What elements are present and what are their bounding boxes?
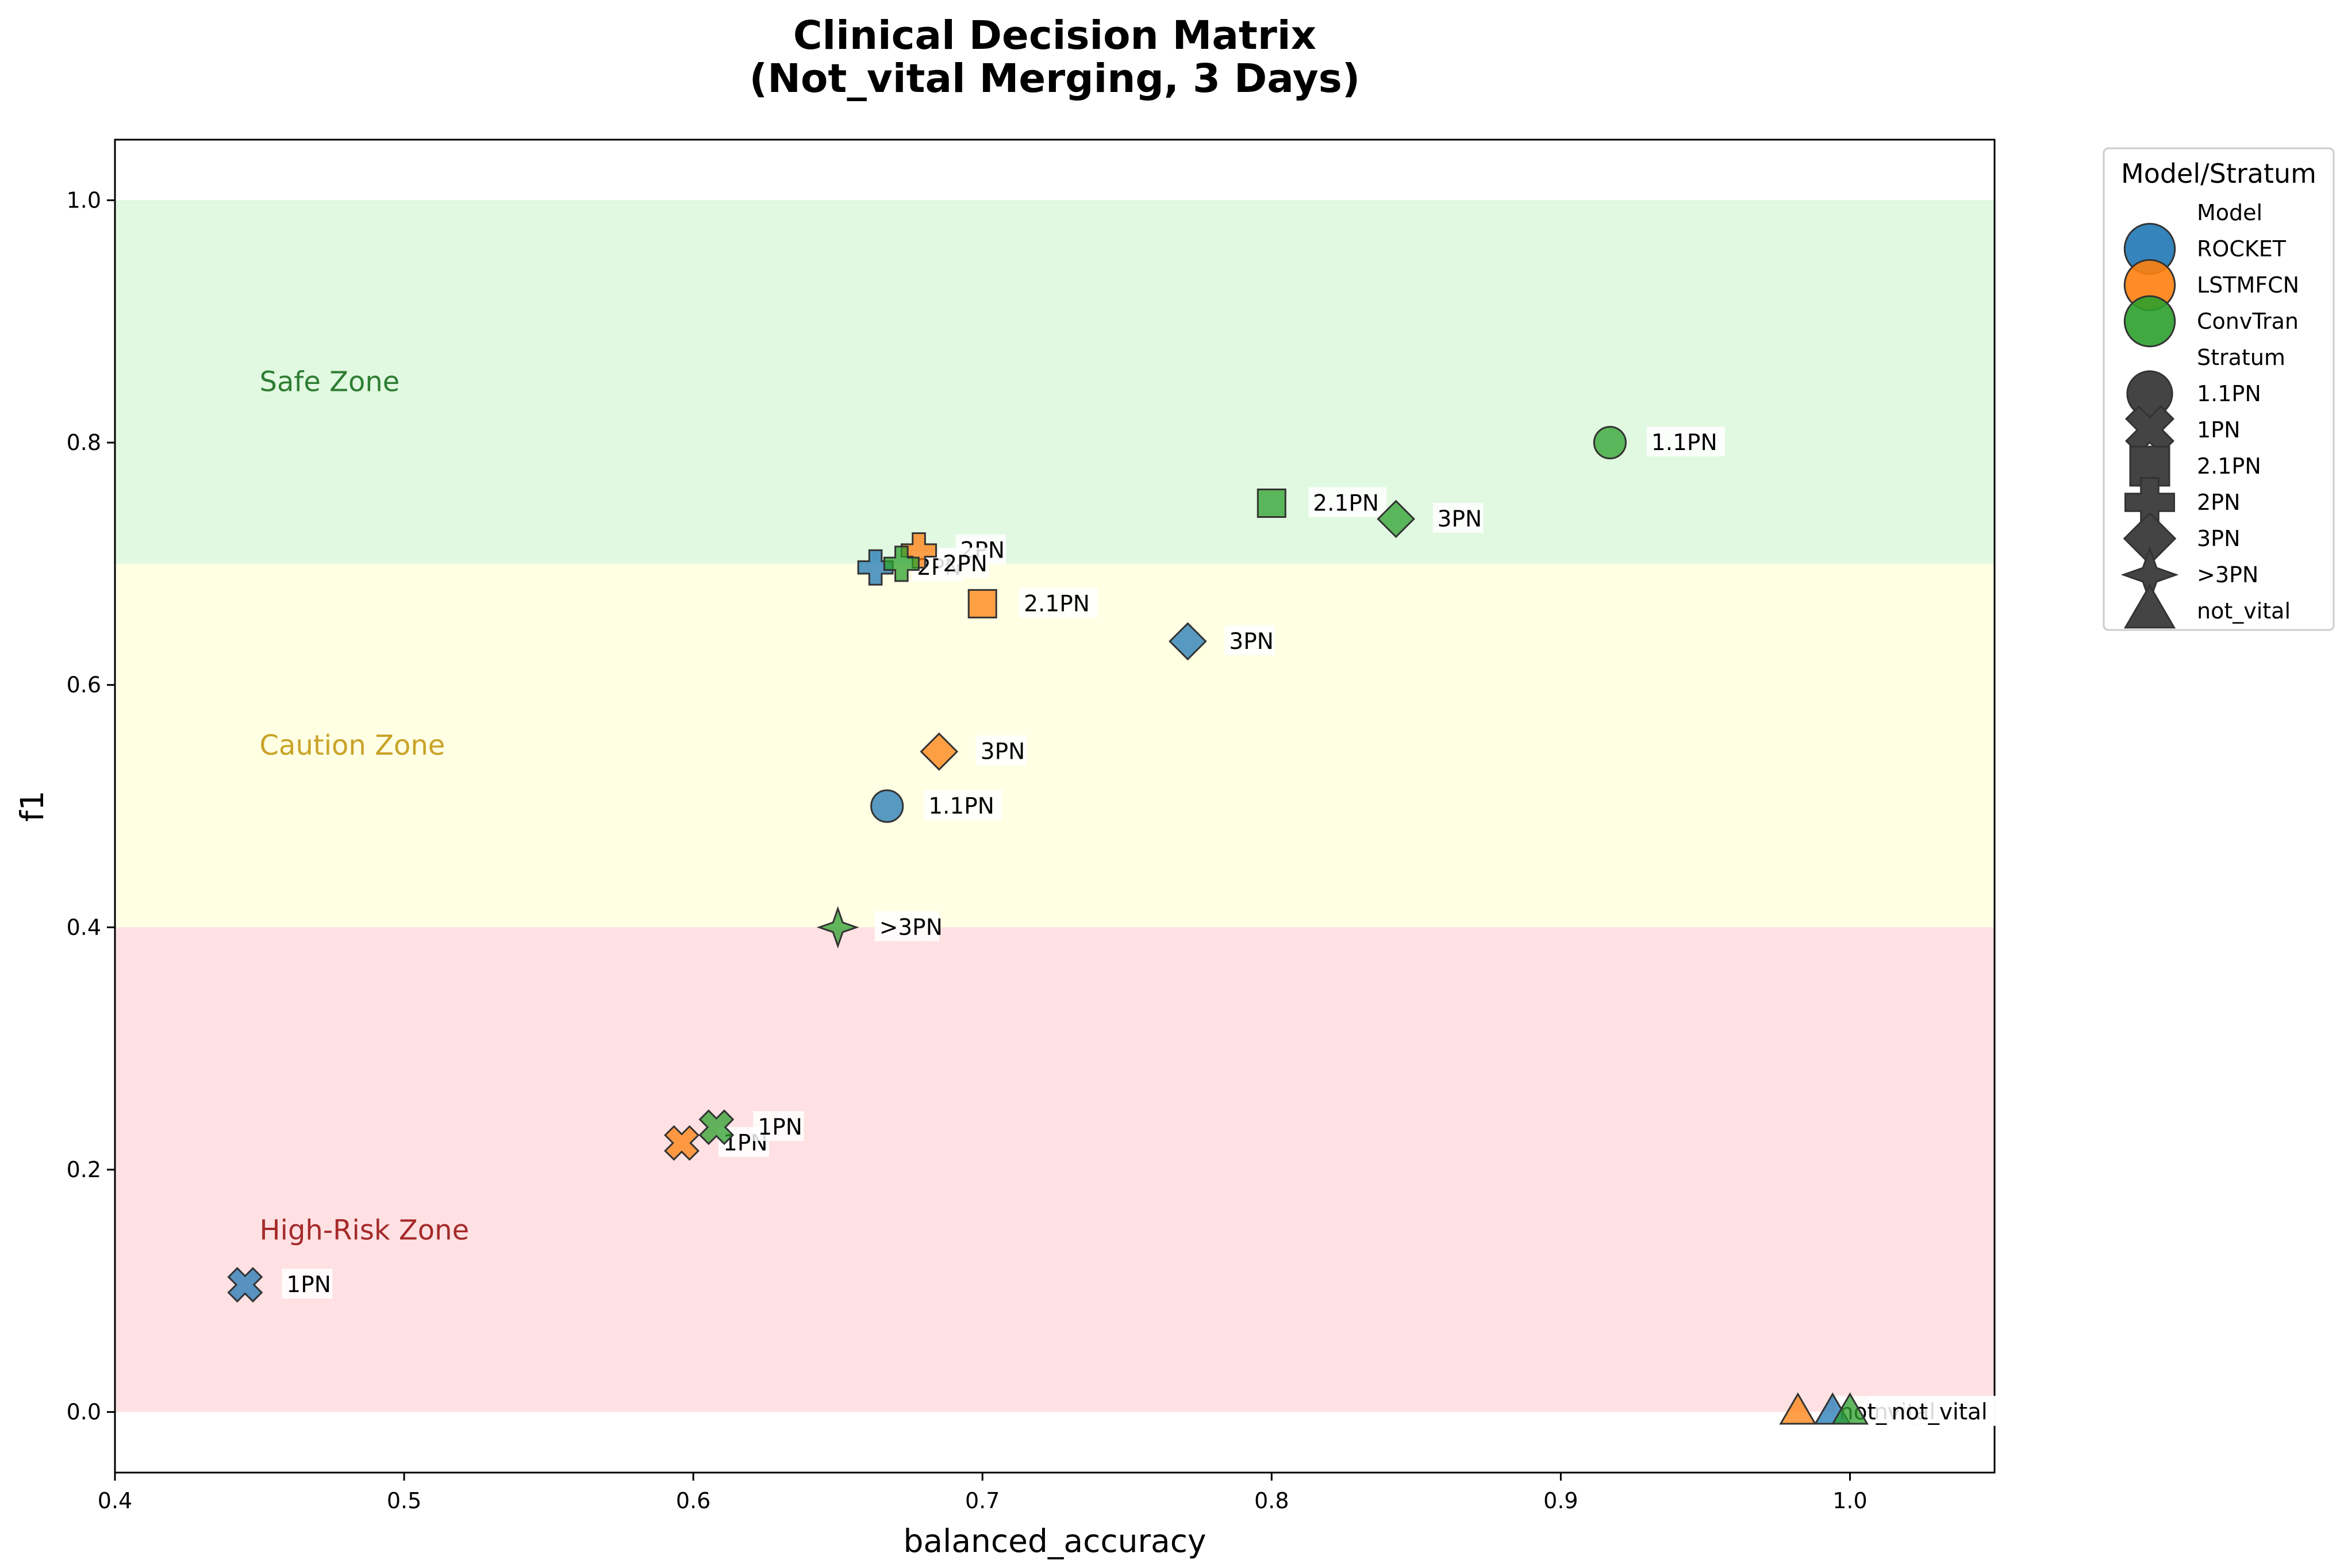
y-tick-label: 0.8 [67,430,101,455]
point-label-box [1224,625,1275,655]
zone-label: Caution Zone [260,729,445,762]
point-label: >3PN [879,914,943,940]
zone-bands [115,200,1995,1412]
point-label: not_vital [1891,1400,1987,1425]
legend-item-lstmfcn: LSTMFCN [2197,272,2299,298]
point-label: 1.1PN [1651,430,1717,456]
point-label-box [1886,1396,2020,1426]
y-tick-label: 0.6 [67,672,101,698]
x-axis-ticks: 0.4 0.5 0.6 0.7 0.8 0.9 1.0 [98,1473,1868,1513]
point-convtran-1-1pn [1593,425,1627,460]
data-points [227,425,1869,1425]
legend-item-stratum: 2PN [2197,490,2241,515]
x-tick-label: 0.6 [676,1488,710,1513]
plot-area-frame [114,139,1996,1474]
legend-item-stratum: 2.1PN [2197,454,2261,479]
legend-item-rocket: ROCKET [2197,236,2287,262]
point-lstmfcn-2-1pn [967,589,997,618]
legend: Model/Stratum Model ROCKET LSTMFCN ConvTran S… [2103,147,2335,631]
legend-item-stratum: 1PN [2197,417,2241,443]
x-tick-label: 0.9 [1543,1488,1578,1513]
point-label-box [938,547,989,578]
point-label: 1PN [758,1114,802,1140]
y-axis-ticks: 0.0 0.2 0.4 0.6 0.8 1.0 [67,187,115,1425]
point-convtran-3pn [1377,499,1415,539]
point-rocket-3pn [1169,622,1207,661]
zone-band [115,563,1995,928]
legend-marker-stratum [2126,370,2173,417]
x-axis-label: balanced_accuracy [903,1523,1206,1559]
point-label-box [874,911,939,941]
point-convtran-2pn [883,545,920,582]
zone-label: Safe Zone [260,366,400,398]
y-tick-label: 1.0 [67,187,101,213]
point-label-box [753,1111,804,1142]
legend-marker-stratum [2129,445,2170,487]
point-convtran-1pn [698,1109,735,1146]
x-tick-label: 0.4 [98,1488,132,1513]
point-label: 2.1PN [1313,490,1379,516]
point-lstmfcn-2pn [901,532,937,569]
x-tick-label: 1.0 [1832,1488,1867,1513]
point-rocket-1pn [227,1267,263,1303]
y-tick-label: 0.4 [67,914,101,940]
y-tick-label: 0.2 [67,1157,101,1182]
y-axis-label: f1 [14,790,51,821]
x-tick-label: 0.5 [387,1488,421,1513]
legend-item-convtran: ConvTran [2197,309,2299,334]
legend-title: Model/Stratum [2121,158,2316,189]
point-lstmfcn-not_vital [1779,1392,1817,1425]
chart-title-line-1: Clinical Decision Matrix [793,13,1316,59]
point-label-box [1646,426,1725,457]
point-label-box [282,1269,333,1299]
point-lstmfcn-1pn [664,1125,700,1161]
point-label-box [1019,587,1098,618]
point-label: 2PN [943,551,988,577]
point-rocket-1-1pn [870,789,904,823]
legend-model-header: Model [2197,200,2262,225]
point-lstmfcn-3pn [920,732,959,771]
point-label: 3PN [1438,506,1482,532]
point-label-box [924,790,1002,820]
point-convtran-gt3pn [816,906,859,949]
legend-marker-stratum [2123,583,2176,629]
point-label: 2.1PN [1024,591,1090,617]
point-labels: 1PN1.1PN2PN3PNnot_vital1PN2.1PN2PN3PNnot… [282,426,2020,1426]
zone-label: High-Risk Zone [260,1214,470,1246]
legend-item-stratum: not_vital [2197,598,2291,624]
point-convtran-2-1pn [1257,488,1286,518]
legend-item-stratum: 1.1PN [2197,381,2261,406]
zone-labels: Safe Zone Caution Zone High-Risk Zone [260,366,470,1247]
point-label-box [1432,502,1484,533]
y-tick-label: 0.0 [67,1400,101,1425]
legend-item-stratum: 3PN [2197,526,2241,551]
legend-marker-convtran [2123,295,2176,348]
chart-title-line-2: (Not_vital Merging, 3 Days) [750,56,1361,102]
point-label: 1.1PN [928,794,994,820]
point-convtran-not_vital [1831,1392,1869,1425]
point-label-box [1308,487,1387,517]
zone-band [115,200,1995,564]
point-label: 3PN [1229,629,1274,655]
x-tick-label: 0.7 [965,1488,1000,1513]
point-label: 1PN [286,1272,331,1298]
point-rocket-2pn [857,549,894,586]
zone-band [115,927,1995,1412]
point-label-box [975,735,1027,766]
point-label: 3PN [981,739,1025,765]
x-tick-label: 0.8 [1254,1488,1289,1513]
legend-item-stratum: >3PN [2197,562,2258,587]
legend-stratum-header: Stratum [2197,345,2285,370]
